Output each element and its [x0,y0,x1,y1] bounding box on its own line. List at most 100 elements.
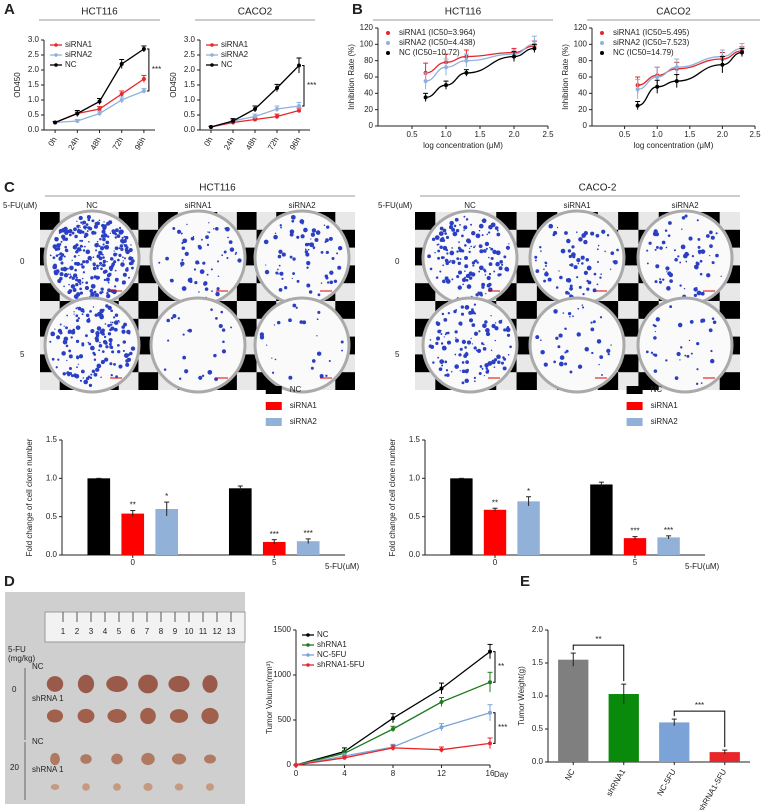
colony [473,246,476,249]
colony [610,251,615,256]
y-tick-label: 0.5 [46,512,58,521]
colony [455,308,458,311]
legend-swatch [306,643,310,647]
colony [101,246,104,250]
colony [654,353,658,357]
colony [210,268,213,271]
chart-title: CACO2 [238,7,273,18]
data-point [391,716,395,721]
colony [198,375,203,380]
colony [51,357,55,361]
significance: *** [307,81,316,90]
colony [207,231,209,233]
colony [571,245,575,249]
colony [488,272,492,276]
colony [586,287,590,291]
colony [494,226,499,230]
colony [85,313,90,318]
ruler [44,611,246,643]
colony [314,237,319,243]
colony [117,258,120,262]
colony [479,249,484,254]
x-tick-label: 0.5 [406,130,418,139]
colony [652,231,658,237]
colony [442,279,446,284]
colony [100,287,104,291]
ruler-number: 9 [173,627,178,636]
y-axis-label: Inhibition Rate (%) [347,44,356,110]
colony [55,269,60,274]
bar [659,722,690,762]
colony [306,266,309,269]
colony [507,353,510,356]
colony [91,219,95,223]
colony [64,245,67,249]
colony [446,373,450,377]
colony [67,273,70,275]
legend-label: siRNA1 [65,40,93,49]
colony [97,276,101,279]
colony [494,339,497,342]
colony [445,332,448,335]
y-tick-label: 1.5 [28,80,40,89]
tumor [106,676,128,692]
x-tick-label: 1.0 [652,130,664,139]
colony [464,305,470,310]
colony [292,272,296,275]
colony [206,273,209,276]
legend-swatch [54,43,58,47]
colony [576,258,581,263]
tumor [138,674,158,694]
colony [455,338,459,343]
colony [459,258,462,260]
colony [489,246,491,249]
colony [696,219,699,222]
colony [83,245,86,248]
x-tick-label: 2.5 [542,130,554,139]
colony [89,289,93,293]
bracket [302,65,305,107]
ruler-number: 5 [117,627,122,636]
colony [607,352,610,356]
colony [543,268,545,271]
colony [445,235,450,240]
colony [559,355,565,360]
colony [80,239,84,242]
x-tick-label: 5 [633,558,638,567]
colony [71,259,73,262]
colony [686,354,690,358]
colony [106,292,109,295]
y-tick-label: 1.0 [28,95,40,104]
colony [472,264,475,267]
colony [468,310,473,315]
colony [79,239,82,242]
colony [111,321,114,324]
colony [116,228,119,231]
colony [73,227,77,232]
y-axis-label: Tumor Volumn(mm³) [265,661,274,734]
colony [75,278,78,281]
y-tick-label: 1.5 [184,80,196,89]
colony [674,257,678,262]
colony [187,277,193,283]
colony [700,249,706,254]
data-point [655,75,660,79]
legend-label: NC (IC50=14.79) [613,48,674,57]
colony [317,310,321,314]
legend-swatch [265,402,282,410]
colony [80,369,85,374]
colony [213,353,217,358]
colony [85,259,89,264]
colony [464,255,469,260]
colony [677,322,683,328]
colony [310,366,314,370]
data-point [674,79,679,84]
colony [308,290,313,294]
colony [442,228,447,233]
colony [76,224,80,229]
colony [463,215,466,218]
dose-label: 5-FU(uM) [3,201,38,210]
colony [471,343,474,345]
colony [690,352,693,355]
colony [82,249,86,252]
